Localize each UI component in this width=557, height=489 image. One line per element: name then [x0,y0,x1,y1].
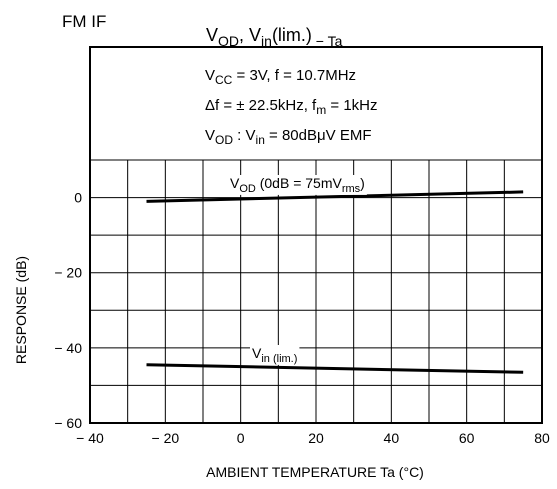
series-line-1 [146,190,524,203]
series-label-1: VOD (0dB = 75mVrms) [230,175,365,195]
condition-line-3: VOD : Vin = 80dBμV EMF [205,127,371,147]
x-tick-label: 80 [534,430,550,446]
x-tick-label: 40 [384,430,400,446]
y-tick-label: − 60 [54,415,82,431]
x-tick-label: 20 [308,430,324,446]
conditions-box: VCC = 3V, f = 10.7MHz Δf = ± 22.5kHz, fm … [205,67,378,147]
y-axis-label: RESPONSE (dB) [13,256,29,364]
chart-title: VOD, Vin(lim.) − Ta [206,25,343,49]
y-tick-label: − 40 [54,340,82,356]
x-tick-label: 60 [459,430,475,446]
x-tick-label: − 40 [76,430,104,446]
condition-line-2: Δf = ± 22.5kHz, fm = 1kHz [205,97,378,117]
x-tick-label: 0 [237,430,245,446]
series-line-2 [146,363,524,374]
plot-frame [89,46,543,424]
x-tick-label: − 20 [152,430,180,446]
y-tick-label: − 20 [54,265,82,281]
condition-line-1: VCC = 3V, f = 10.7MHz [205,67,356,87]
grid [90,159,542,423]
series-label-background [250,345,300,365]
series-layer: VOD (0dB = 75mVrms) Vin (lim.) [146,175,524,374]
series-label-2: Vin (lim.) [252,345,297,365]
y-tick-label: 0 [74,190,82,206]
x-axis-label: AMBIENT TEMPERATURE Ta (°C) [206,464,424,480]
series-label-background [228,175,367,195]
tick-labels: − 40− 20 0 20 40 60 800− 20− 40− 60 [54,190,550,446]
chart-header: FM IF [62,12,106,31]
